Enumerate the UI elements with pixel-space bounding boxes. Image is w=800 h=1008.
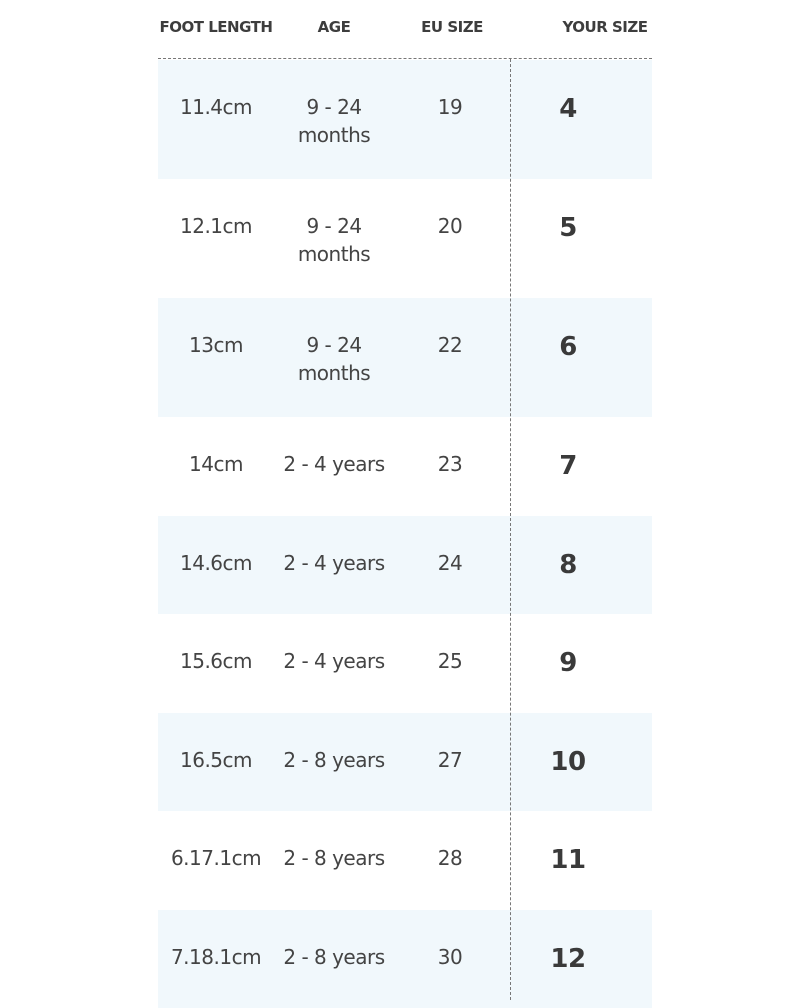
age-cell: 2 - 8 years [274,844,394,872]
foot-length-cell: 15.6cm [180,647,252,675]
header-foot-length: FOOT LENGTH [160,18,273,36]
table-row: 14cm 2 - 4 years 23 7 [158,417,652,516]
eu-size-cell: 23 [438,450,462,478]
your-size-cell: 12 [550,945,585,973]
header-eu-size: EU SIZE [421,18,483,36]
header-your-size: YOUR SIZE [562,18,647,36]
foot-length-cell: 16.5cm [180,746,252,774]
your-size-cell: 11 [550,846,585,874]
foot-length-cell: 7.18.1cm [171,943,261,971]
table-row: 16.5cm 2 - 8 years 27 10 [158,713,652,812]
your-size-cell: 5 [559,214,577,242]
your-size-cell: 7 [559,452,577,480]
header-divider [158,58,652,59]
foot-length-cell: 6.17.1cm [171,844,261,872]
age-cell: 9 - 24 months [274,93,394,149]
table-row: 14.6cm 2 - 4 years 24 8 [158,516,652,615]
eu-size-cell: 28 [438,844,462,872]
your-size-cell: 8 [559,551,577,579]
foot-length-cell: 14cm [189,450,243,478]
eu-size-cell: 24 [438,549,462,577]
foot-length-cell: 11.4cm [180,93,252,121]
table-row: 15.6cm 2 - 4 years 25 9 [158,614,652,713]
eu-size-cell: 30 [438,943,462,971]
eu-size-cell: 20 [438,212,462,240]
table-row: 6.17.1cm 2 - 8 years 28 11 [158,811,652,910]
age-cell: 2 - 4 years [274,549,394,577]
age-cell: 2 - 4 years [274,647,394,675]
table-row: 12.1cm 9 - 24 months 20 5 [158,179,652,298]
age-cell: 2 - 4 years [274,450,394,478]
foot-length-cell: 13cm [189,331,243,359]
age-cell: 9 - 24 months [274,212,394,268]
your-size-cell: 6 [559,333,577,361]
size-table-body: 11.4cm 9 - 24 months 19 4 12.1cm 9 - 24 month… [158,60,652,1008]
table-row: 7.18.1cm 2 - 8 years 30 12 [158,910,652,1008]
eu-size-cell: 22 [438,331,462,359]
eu-size-cell: 25 [438,647,462,675]
foot-length-cell: 12.1cm [180,212,252,240]
table-row: 11.4cm 9 - 24 months 19 4 [158,60,652,179]
column-divider [510,59,511,1000]
eu-size-cell: 19 [438,93,462,121]
eu-size-cell: 27 [438,746,462,774]
table-row: 13cm 9 - 24 months 22 6 [158,298,652,417]
your-size-cell: 4 [559,95,577,123]
age-cell: 2 - 8 years [274,943,394,971]
header-age: AGE [318,18,351,36]
age-cell: 9 - 24 months [274,331,394,387]
foot-length-cell: 14.6cm [180,549,252,577]
your-size-cell: 10 [550,748,585,776]
your-size-cell: 9 [559,649,577,677]
age-cell: 2 - 8 years [274,746,394,774]
